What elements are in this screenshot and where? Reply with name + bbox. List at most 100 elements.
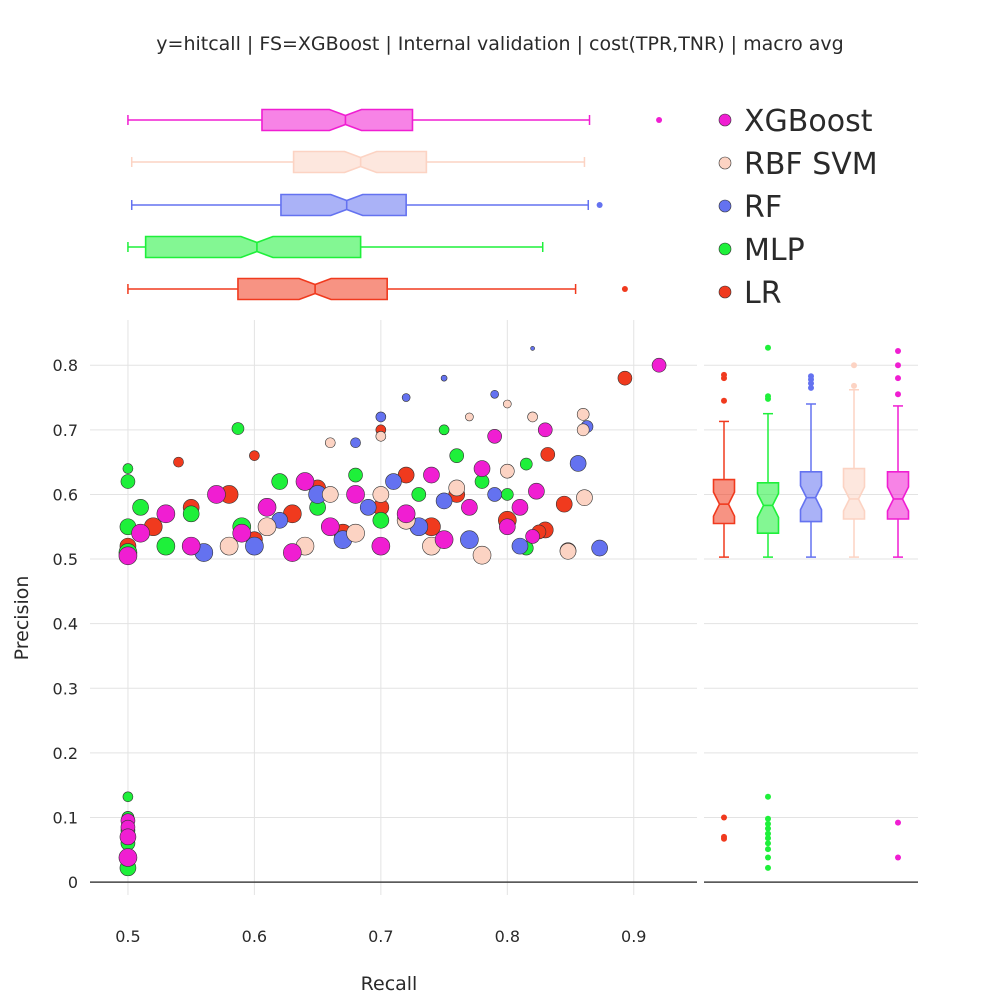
outlier-point (765, 815, 771, 822)
scatter-point (232, 523, 252, 543)
scatter-point (449, 448, 465, 463)
scatter-point (324, 437, 336, 449)
scatter-point (438, 424, 450, 436)
scatter-point (375, 430, 387, 442)
scatter-point (283, 543, 302, 562)
x-axis-label: Recall (361, 973, 418, 995)
outlier-point (765, 864, 771, 871)
x-tick-label: 0.8 (495, 927, 520, 946)
scatter-point (271, 473, 288, 490)
scatter-point (528, 482, 545, 500)
y-tick-label: 0.8 (53, 356, 78, 375)
scatter-point (555, 495, 573, 513)
precision-box-plots (712, 344, 910, 871)
box (280, 193, 407, 217)
scatter-point (537, 422, 553, 438)
outlier-point (765, 825, 771, 832)
outlier-point (895, 391, 901, 398)
scatter-point (490, 389, 499, 399)
precision-box-xgboost (886, 348, 910, 861)
scatter-point (499, 518, 516, 536)
y-tick-label: 0.4 (53, 615, 78, 634)
scatter-point (156, 504, 176, 524)
scatter-point (348, 467, 363, 483)
box (144, 235, 362, 259)
scatter-point (434, 530, 454, 549)
chart-title: y=hitcall | FS=XGBoost | Internal valida… (156, 33, 843, 55)
scatter-point (651, 357, 667, 373)
outlier-point (721, 814, 727, 821)
scatter-point (500, 463, 515, 479)
x-tick-labels: 0.5 0.6 0.7 0.8 0.9 (115, 927, 646, 946)
scatter-point (591, 539, 608, 557)
legend-item-xgboost[interactable]: XGBoost (718, 104, 873, 139)
scatter-point (423, 466, 440, 484)
outlier-point (721, 397, 727, 404)
scatter-point (245, 536, 264, 556)
scatter-point (372, 511, 390, 529)
scatter-point (372, 486, 390, 503)
scatter-point (320, 517, 340, 537)
scatter-point (576, 408, 590, 421)
box (886, 471, 910, 520)
outlier-point (765, 344, 771, 351)
scatter-point (122, 791, 134, 803)
scatter-point (472, 545, 492, 565)
scatter-point (465, 412, 474, 422)
scatter-point (527, 411, 538, 423)
x-tick-label: 0.5 (115, 927, 140, 946)
legend-label: RF (744, 190, 782, 225)
x-tick-label: 0.9 (621, 927, 646, 946)
scatter-point (617, 370, 633, 386)
outlier-point (765, 846, 771, 853)
recall-box-mlp (127, 235, 544, 259)
legend-marker (718, 156, 732, 170)
legend-item-lr[interactable]: LR (718, 276, 782, 311)
recall-box-plots (127, 108, 663, 301)
legend-label: RBF SVM (744, 147, 878, 182)
y-tick-label: 0.5 (53, 550, 78, 569)
scatter-point (118, 848, 138, 867)
legend-item-mlp[interactable]: MLP (718, 233, 805, 268)
scatter-point (207, 485, 226, 504)
scatter-point (132, 499, 149, 516)
scatter-point (321, 486, 339, 503)
outlier-point (808, 380, 814, 387)
recall-box-rbf-svm (130, 150, 586, 174)
scatter-point (118, 546, 138, 566)
y-tick-label: 0 (68, 873, 78, 892)
scatter-point (257, 498, 277, 517)
y-tick-label: 0.2 (53, 744, 78, 763)
outlier-point (851, 362, 857, 369)
box (842, 467, 866, 520)
outlier-point (808, 384, 814, 391)
outlier-point (765, 830, 771, 837)
legend-item-rf[interactable]: RF (718, 190, 782, 225)
legend[interactable]: XGBoost RBF SVM RF MLP LR (718, 104, 878, 311)
scatter-point (487, 428, 502, 444)
precision-box-rf (799, 373, 823, 558)
scatter-point (371, 536, 391, 556)
scatter-point (530, 346, 535, 351)
scatter-point (511, 499, 529, 516)
scatter-point (473, 460, 491, 477)
scatter-point (411, 487, 427, 502)
scatter-point (350, 437, 361, 449)
y-tick-labels: 0 0.1 0.2 0.3 0.4 0.5 0.6 0.7 0.8 (53, 356, 78, 892)
scatter-point (120, 474, 136, 489)
outlier-point (596, 202, 603, 208)
recall-box-rf (130, 193, 603, 217)
outlier-point (765, 793, 771, 800)
scatter-point (119, 828, 137, 846)
scatter-point (511, 537, 529, 555)
scatter-point (401, 393, 411, 402)
grid-lines (90, 320, 918, 895)
scatter-point (569, 455, 587, 472)
x-tick-label: 0.6 (242, 927, 267, 946)
precision-box-mlp (756, 344, 780, 871)
recall-box-xgboost (127, 108, 663, 132)
y-tick-label: 0.3 (53, 679, 78, 698)
legend-item-rbf-svm[interactable]: RBF SVM (718, 147, 878, 182)
scatter-point (375, 411, 387, 423)
